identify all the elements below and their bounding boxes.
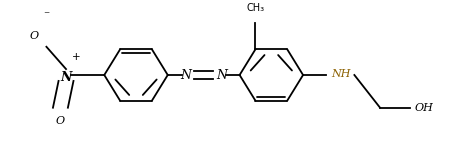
Text: +: + — [72, 52, 80, 62]
Text: NH: NH — [331, 69, 351, 78]
Text: N: N — [60, 71, 72, 84]
Text: OH: OH — [414, 103, 433, 113]
Text: N: N — [216, 69, 227, 81]
Text: ⁻: ⁻ — [44, 9, 50, 22]
Text: O: O — [30, 31, 39, 41]
Text: O: O — [56, 116, 65, 126]
Text: N: N — [180, 69, 191, 81]
Text: CH₃: CH₃ — [246, 3, 264, 13]
